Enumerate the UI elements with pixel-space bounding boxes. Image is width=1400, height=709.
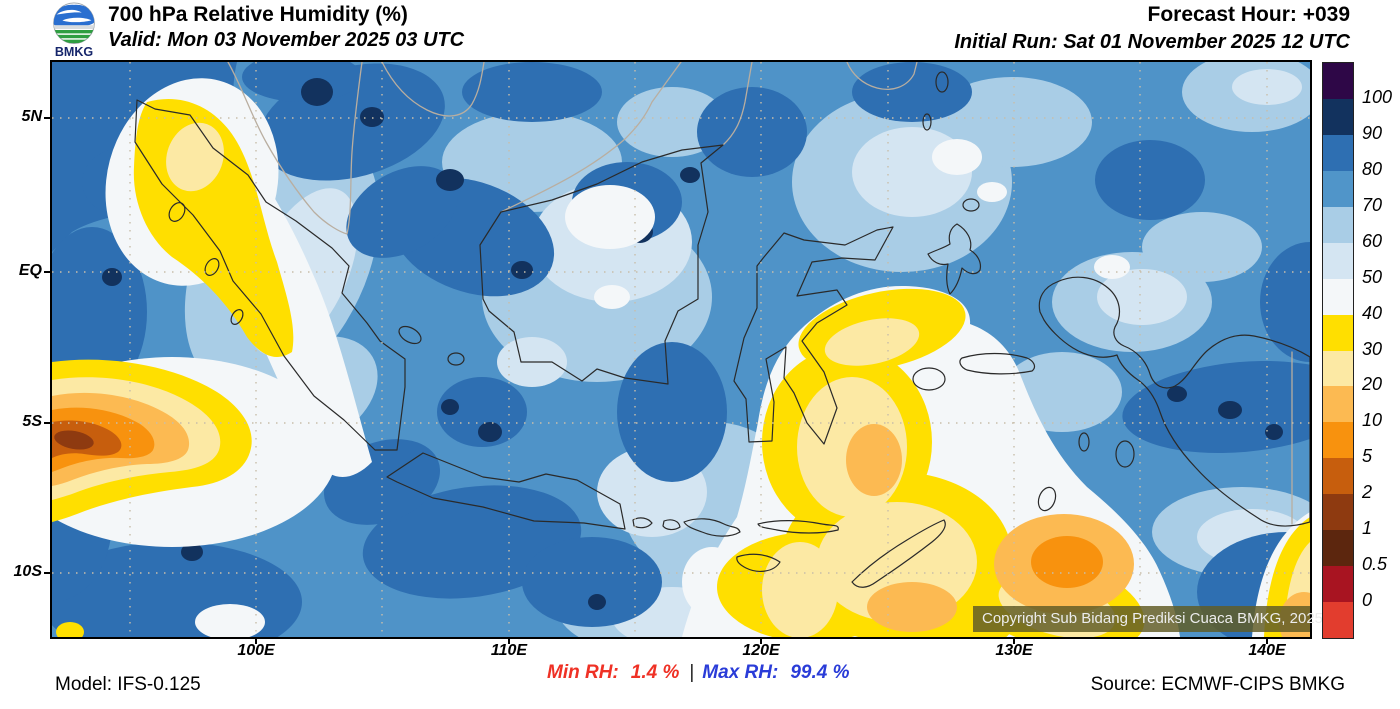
colorbar-band [1323,206,1353,243]
lat-tick-mark [44,271,52,273]
logo-stripe [53,34,95,39]
colorbar-band [1323,314,1353,351]
colorbar-band [1323,98,1353,135]
colorbar-band [1323,63,1353,99]
lat-lon-gridlines [52,62,1310,637]
model-text: Model: IFS-0.125 [55,674,201,695]
colorbar-tick-label: 10 [1362,410,1383,431]
copyright-overlay: Copyright Sub Bidang Prediksi Cuaca BMKG… [973,606,1323,632]
logo-band [53,25,95,30]
colorbar-tick-label: 2 [1362,482,1373,503]
lon-tick-label: 120E [742,642,780,659]
valid-time-line: Valid: Mon 03 November 2025 03 UTC [108,29,465,51]
logo-stripe [53,39,95,44]
colorbar-tick-label: 1 [1362,518,1373,539]
lat-tick-label: 5N [21,108,42,125]
logo-stripe [53,30,95,34]
rh-1-2-core [54,430,94,450]
min-rh-value: 1.4 % [630,662,680,683]
colorbar-tick-label: 70 [1362,194,1383,215]
lon-tick-mark [1266,637,1268,644]
colorbar-band [1323,458,1353,495]
lon-tick-label: 110E [490,642,528,659]
source-text: Source: ECMWF-CIPS BMKG [1090,674,1345,695]
forecast-hour-line: Forecast Hour: +039 [1147,3,1351,26]
lat-tick-label: 5S [22,413,42,430]
rh-field-map [52,62,1310,637]
colorbar-band [1323,566,1353,603]
colorbar-tick-label: 20 [1362,374,1383,395]
bmkg-logo: BMKG [53,2,95,59]
logo-cloud-icon [53,4,95,28]
lat-tick-mark [44,572,52,574]
colorbar-band [1323,278,1353,315]
colorbar-band [1323,134,1353,171]
indonesia-coastlines [134,71,1310,588]
colorbar-tick-label: 0 [1362,590,1373,611]
map-panel: Copyright Sub Bidang Prediksi Cuaca BMKG… [50,60,1323,639]
colorbar-band [1323,602,1353,638]
colorbar-band [1323,170,1353,207]
header-right: Forecast Hour: +039 Initial Run: Sat 01 … [954,3,1350,54]
colorbar-band [1323,350,1353,387]
lon-tick-label: 100E [237,642,275,659]
initial-run-line: Initial Run: Sat 01 November 2025 12 UTC [954,31,1350,53]
logo-text: BMKG [55,45,93,59]
lon-tick-label: 130E [995,642,1033,659]
colorbar-tick-label: 30 [1362,338,1383,359]
colorbar-band [1323,386,1353,423]
lon-tick-mark [255,637,257,644]
lat-tick-mark [44,422,52,424]
lat-tick-label: 10S [13,563,42,580]
min-rh-label: Min RH: [547,662,619,683]
colorbar-band [1323,422,1353,459]
colorbar-band [1323,530,1353,567]
min-max-rh: Min RH: 1.4 % | Max RH: 99.4 % [547,662,849,684]
lon-tick-label: 140E [1248,642,1286,659]
colorbar-tick-label: 100 [1362,86,1393,107]
min-max-separator: | [689,662,695,683]
colorbar-tick-label: 80 [1362,158,1383,179]
max-rh-label: Max RH: [702,662,779,683]
lon-tick-mark [508,637,510,644]
colorbar-tick-label: 90 [1362,122,1383,143]
logo-cloud-highlight-2 [62,17,92,23]
lat-tick-label: EQ [18,262,42,279]
colorbar-tick-label: 40 [1362,302,1383,323]
lat-tick-mark [44,117,52,119]
colorbar-band [1323,494,1353,531]
foreign-coastlines [227,62,1293,525]
page-title: 700 hPa Relative Humidity (%) [108,3,408,26]
max-rh-value: 99.4 % [790,662,850,683]
colorbar-band [1323,242,1353,279]
colorbar-tick-label: 5 [1362,446,1373,467]
lon-tick-mark [1013,637,1015,644]
logo-cloud-highlight [56,9,82,15]
colorbar-tick-label: 60 [1362,230,1383,251]
lon-tick-mark [760,637,762,644]
colorbar-tick-label: 50 [1362,266,1383,287]
colorbar-tick-label: 0.5 [1362,554,1388,575]
rh-80-90-regions [52,62,1310,637]
rh-colorbar-legend [1322,62,1354,639]
